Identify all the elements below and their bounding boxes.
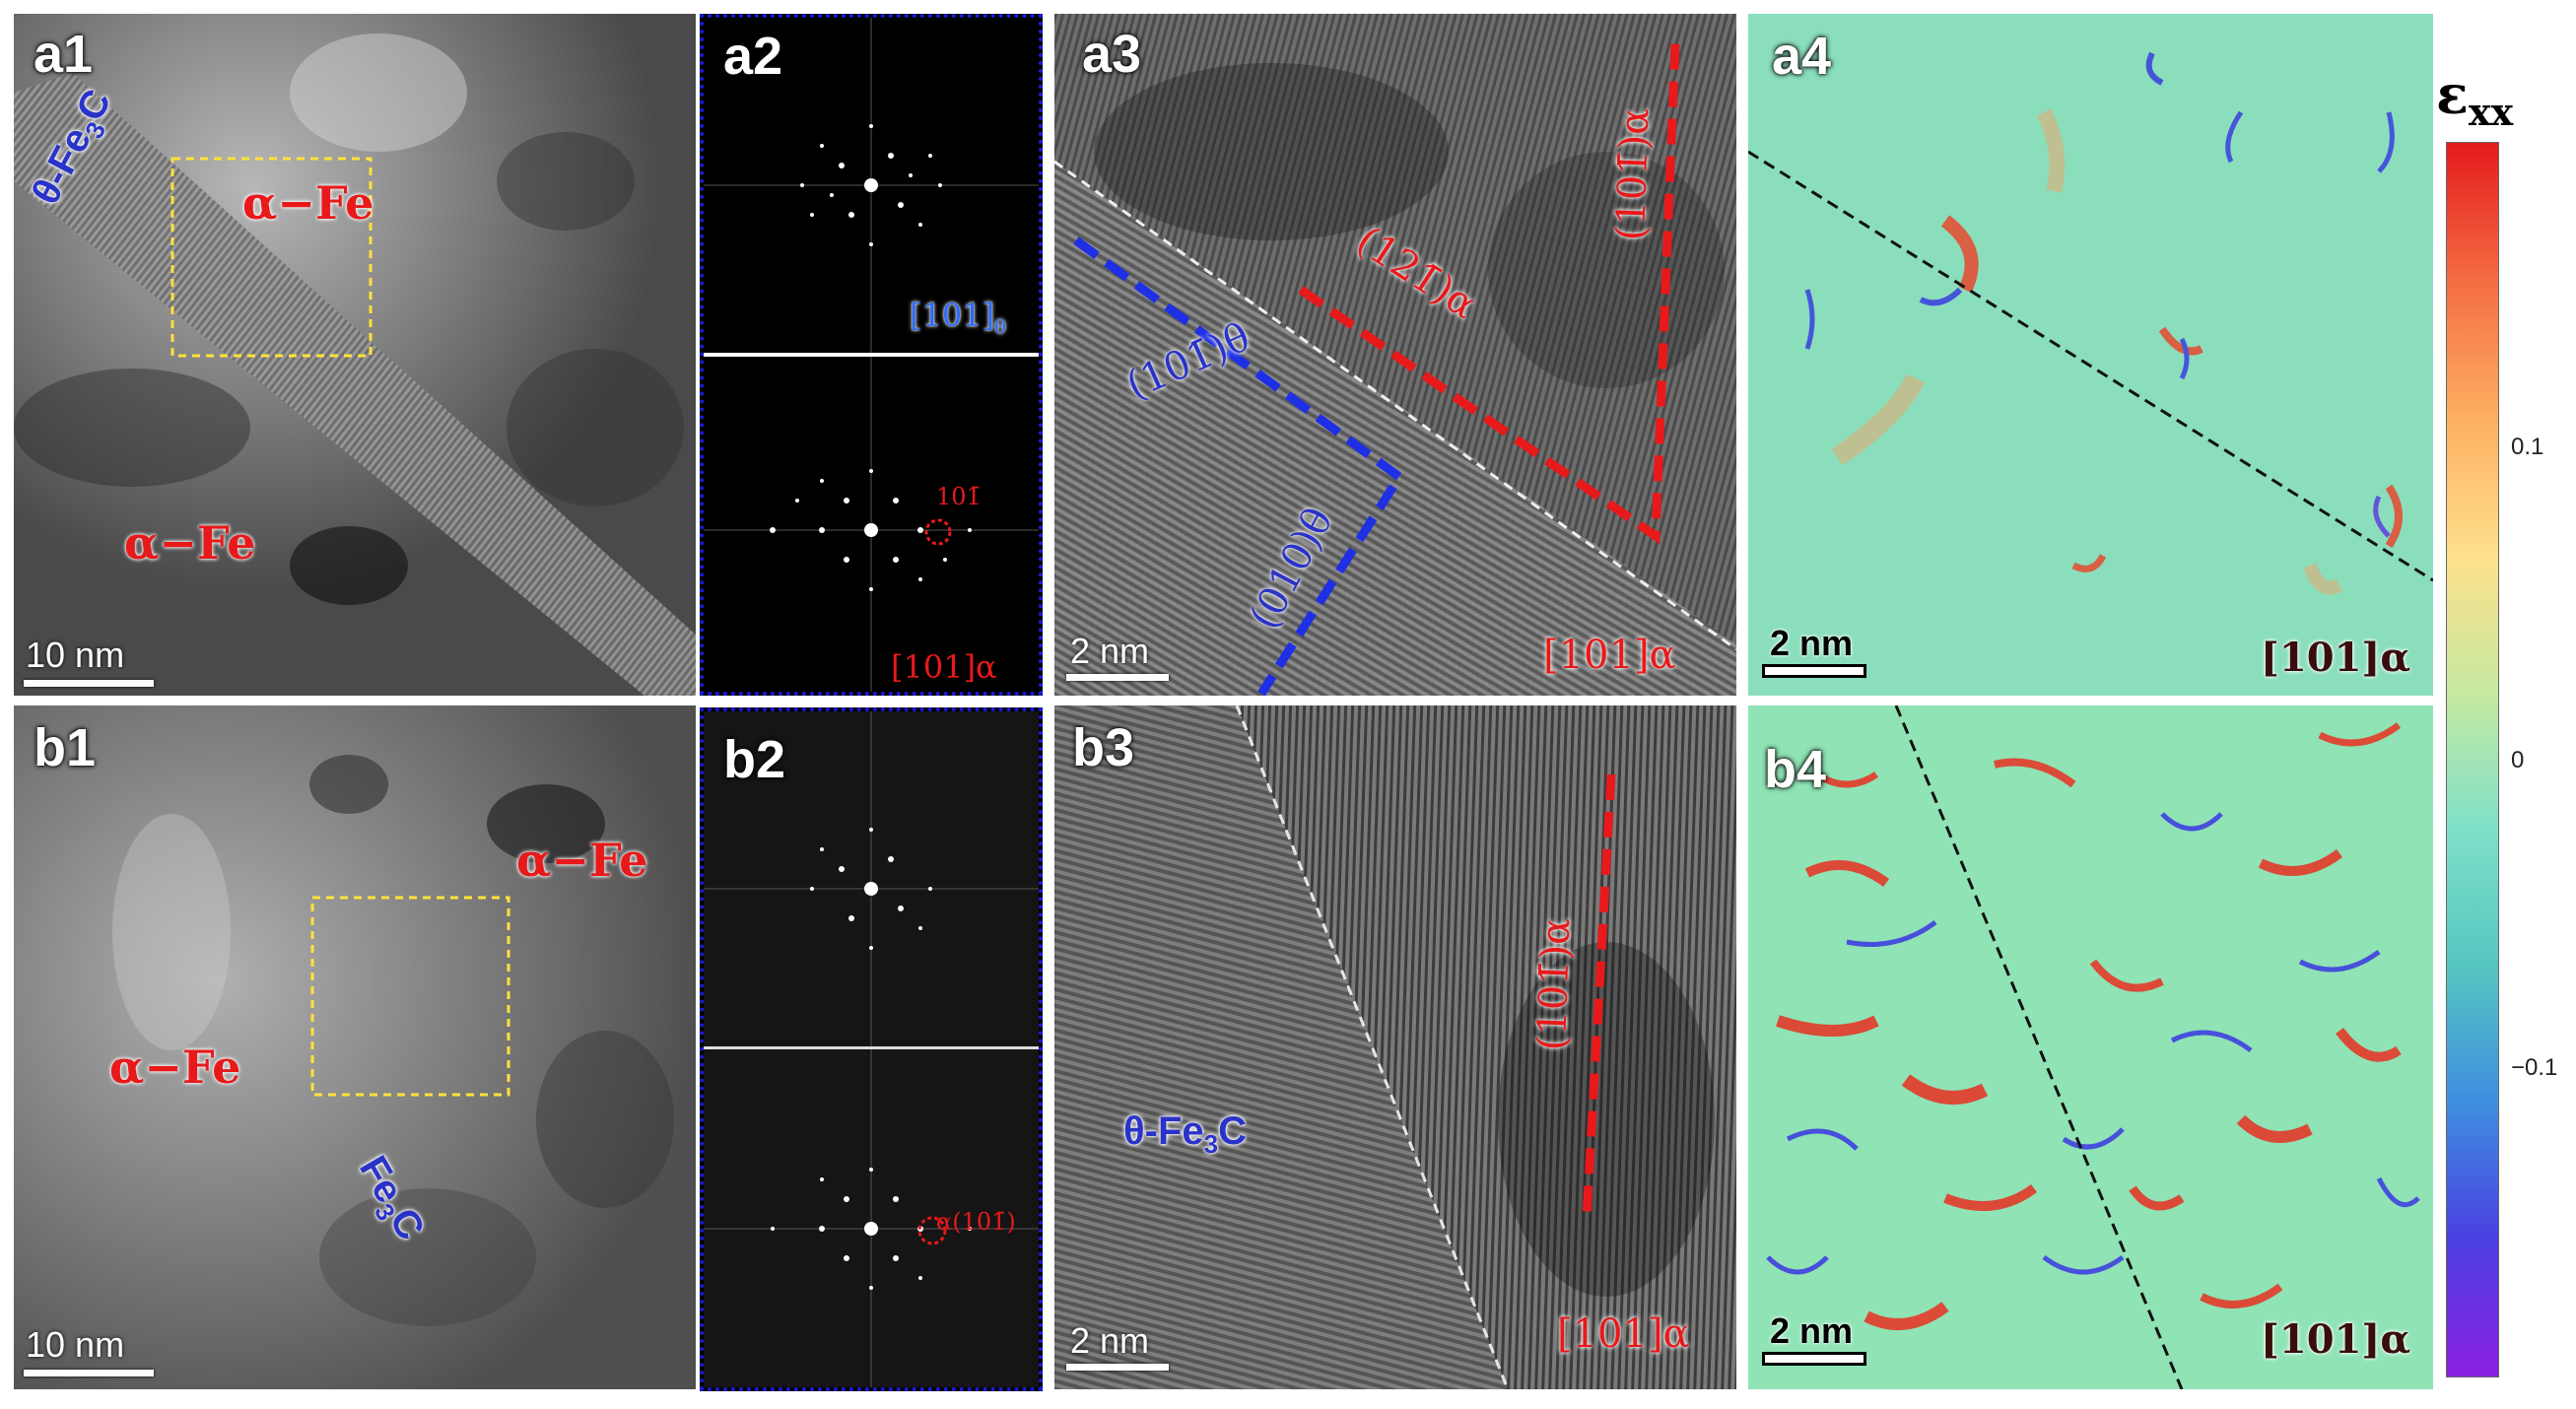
panel-label-b3: b3	[1072, 718, 1135, 777]
zone-label-b4: [101]α	[2261, 1316, 2411, 1363]
scale-bar-a4	[1762, 664, 1866, 678]
panel-label-b2: b2	[723, 730, 786, 789]
scale-bar-b4	[1762, 1352, 1866, 1366]
tem-image-a1	[14, 14, 696, 696]
theta-plane-lines	[1073, 236, 1406, 696]
panel-label-a4: a4	[1772, 27, 1832, 86]
spot-label-a2: 101̄	[936, 483, 982, 510]
scale-bar-b1	[24, 1370, 154, 1376]
panel-label-a1: a1	[34, 25, 94, 84]
zone-label-theta: [101]θ	[910, 297, 1007, 339]
colorbar-gradient	[2446, 142, 2499, 1377]
colorbar-title: εxx	[2436, 63, 2514, 134]
scale-label-b4: 2 nm	[1770, 1310, 1854, 1351]
phase-label-alpha-fe-1: α−Fe	[242, 176, 374, 230]
fft-pattern-a2	[704, 18, 1039, 692]
zone-label-alpha-a2: [101]α	[891, 648, 997, 686]
panel-label-a2: a2	[723, 27, 783, 86]
scale-label-a4: 2 nm	[1770, 623, 1854, 663]
colorbar-tick-0.1: 0.1	[2511, 434, 2544, 460]
scale-label-b1: 10 nm	[26, 1324, 125, 1365]
phase-label-alpha-fe-2: α−Fe	[124, 516, 256, 570]
interface-line-a3	[1054, 160, 1736, 651]
plane-label-101-alpha-b3: (101̄)α	[1528, 916, 1580, 1052]
zone-label-a4: [101]α	[2261, 635, 2411, 681]
scale-label-b3: 2 nm	[1070, 1320, 1150, 1361]
spot-marker-b2	[917, 1216, 947, 1245]
plane-label-101-alpha-a3: (101̄)α	[1607, 106, 1659, 242]
scale-bar-a3	[1066, 674, 1169, 681]
roi-box-b1	[310, 896, 510, 1097]
zone-label-a3: [101]α	[1543, 633, 1676, 678]
scale-bar-b3	[1066, 1364, 1169, 1371]
panel-b4: b4 [101]α 2 nm	[1748, 705, 2433, 1389]
alpha-plane-lines	[1298, 42, 1680, 545]
roi-box-a1	[170, 157, 373, 358]
phase-label-alpha-fe-b1-2: α−Fe	[109, 1040, 241, 1094]
panel-a2: a2 [101]θ 101̄ [101]α	[700, 14, 1043, 696]
panel-b1: b1 α−Fe α−Fe Fe3C 10 nm	[14, 705, 696, 1389]
interface-line-b3	[1235, 705, 1510, 1389]
interface-line-b4	[1894, 705, 2184, 1389]
hrtem-image-a3	[1054, 14, 1736, 696]
tem-image-b1	[14, 705, 696, 1389]
panel-label-b1: b1	[34, 718, 97, 777]
panel-b3: b3 θ-Fe3C (101̄)α [101]α 2 nm	[1054, 705, 1736, 1389]
spot-label-b2: α(101̄)	[936, 1208, 1016, 1236]
spot-marker-a2	[924, 518, 952, 546]
interface-line-a4	[1748, 150, 2433, 582]
panel-b2: b2 α(101̄)	[700, 707, 1043, 1391]
colorbar-tick-minus-0.1: −0.1	[2511, 1054, 2558, 1081]
fft-pattern-b2	[704, 711, 1039, 1387]
panel-a3: a3 (101̄)θ (010)θ (121̄)α (101̄)α [101]α…	[1054, 14, 1736, 696]
zone-label-b3: [101]α	[1557, 1311, 1690, 1357]
strain-map-b4	[1748, 705, 2433, 1389]
scale-bar-a1	[24, 680, 154, 687]
panel-a4: a4 [101]α 2 nm	[1748, 14, 2433, 696]
phase-label-theta-fe3c-b3: θ-Fe3C	[1123, 1109, 1247, 1159]
colorbar-tick-0: 0	[2511, 747, 2525, 773]
panel-label-a3: a3	[1082, 25, 1142, 84]
phase-label-alpha-fe-b1-1: α−Fe	[516, 834, 648, 887]
hrtem-image-b3	[1054, 705, 1736, 1389]
scale-label-a1: 10 nm	[26, 635, 125, 675]
panel-a1: a1 θ-Fe3C α−Fe α−Fe 10 nm	[14, 14, 696, 696]
strain-map-a4	[1748, 14, 2433, 696]
scale-label-a3: 2 nm	[1070, 631, 1150, 671]
panel-label-b4: b4	[1764, 740, 1827, 799]
